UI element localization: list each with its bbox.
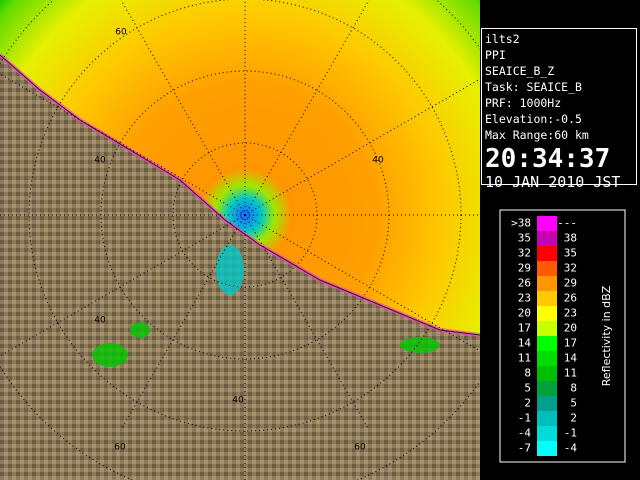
range-label: 60	[114, 443, 126, 453]
range-label: 40	[232, 396, 244, 406]
legend-high: 20	[564, 322, 577, 335]
range-label: 60	[115, 28, 127, 38]
info-panel: ilts2 PPI SEAICE_B_Z Task: SEAICE_B PRF: 100…	[481, 28, 637, 191]
info-line: PRF: 1000Hz	[485, 96, 562, 110]
legend-swatch	[537, 306, 557, 321]
date: 10 JAN 2010 JST	[485, 173, 621, 191]
legend-high: ---	[557, 217, 577, 230]
legend-high: -1	[564, 427, 577, 440]
legend-high: 23	[564, 307, 577, 320]
legend-low: 23	[518, 292, 531, 305]
legend-low: 8	[524, 367, 531, 380]
legend-high: 29	[564, 277, 577, 290]
legend-low: 17	[518, 322, 531, 335]
legend-low: 11	[518, 352, 531, 365]
info-line: Elevation:-0.5	[485, 112, 582, 126]
info-lines: ilts2 PPI SEAICE_B_Z Task: SEAICE_B PRF: 100…	[485, 31, 633, 143]
legend-high: -4	[564, 442, 578, 455]
legend-low: >38	[511, 217, 531, 230]
legend-swatch	[537, 276, 557, 291]
legend-low: -1	[518, 412, 531, 425]
legend-low: 14	[518, 337, 532, 350]
legend-low: 32	[518, 247, 531, 260]
legend-high: 8	[570, 382, 577, 395]
legend-swatch	[537, 216, 557, 231]
info-line: Task: SEAICE_B	[485, 80, 582, 94]
info-line: PPI	[485, 48, 506, 62]
legend-swatch	[537, 291, 557, 306]
legend-title: Reflectivity in dBZ	[600, 285, 613, 386]
legend-high: 2	[570, 412, 577, 425]
legend-swatch	[537, 441, 557, 456]
legend-swatch	[537, 426, 557, 441]
coastline	[0, 54, 480, 336]
legend-high: 26	[564, 292, 577, 305]
legend-high: 38	[564, 232, 577, 245]
time: 20:34:37	[485, 144, 611, 174]
legend-high: 5	[570, 397, 577, 410]
color-legend: Reflectivity in dBZ >38 --- 35 38 32 35 29 32 26…	[499, 209, 626, 463]
range-label: 40	[94, 156, 106, 166]
legend-high: 11	[564, 367, 577, 380]
range-label: 40	[372, 156, 384, 166]
legend-swatch	[537, 321, 557, 336]
legend-swatch	[537, 231, 557, 246]
legend-low: 5	[524, 382, 531, 395]
legend-low: -7	[518, 442, 531, 455]
legend-high: 14	[564, 352, 578, 365]
range-label: 60	[354, 443, 366, 453]
legend-swatch	[537, 366, 557, 381]
legend-swatch	[537, 261, 557, 276]
legend-swatch	[537, 351, 557, 366]
info-line: SEAICE_B_Z	[485, 64, 555, 78]
range-rings	[0, 0, 480, 480]
land-echoes	[92, 245, 440, 367]
legend-low: 35	[518, 232, 531, 245]
info-line: ilts2	[485, 32, 520, 46]
legend-high: 32	[564, 262, 577, 275]
legend-low: -4	[518, 427, 532, 440]
legend-low: 2	[524, 397, 531, 410]
legend-border	[499, 209, 626, 463]
legend-low: 26	[518, 277, 531, 290]
info-line: Max Range:60 km	[485, 128, 589, 142]
legend-high: 35	[564, 247, 577, 260]
legend-low: 20	[518, 307, 531, 320]
legend-low: 29	[518, 262, 531, 275]
ppi-map: 60 40 40 40 40 60 60	[0, 0, 480, 480]
legend-swatch	[537, 396, 557, 411]
legend-swatch	[537, 336, 557, 351]
legend-swatch	[537, 381, 557, 396]
legend-swatch	[537, 411, 557, 426]
legend-swatch	[537, 246, 557, 261]
legend-high: 17	[564, 337, 577, 350]
range-label: 40	[94, 316, 106, 326]
